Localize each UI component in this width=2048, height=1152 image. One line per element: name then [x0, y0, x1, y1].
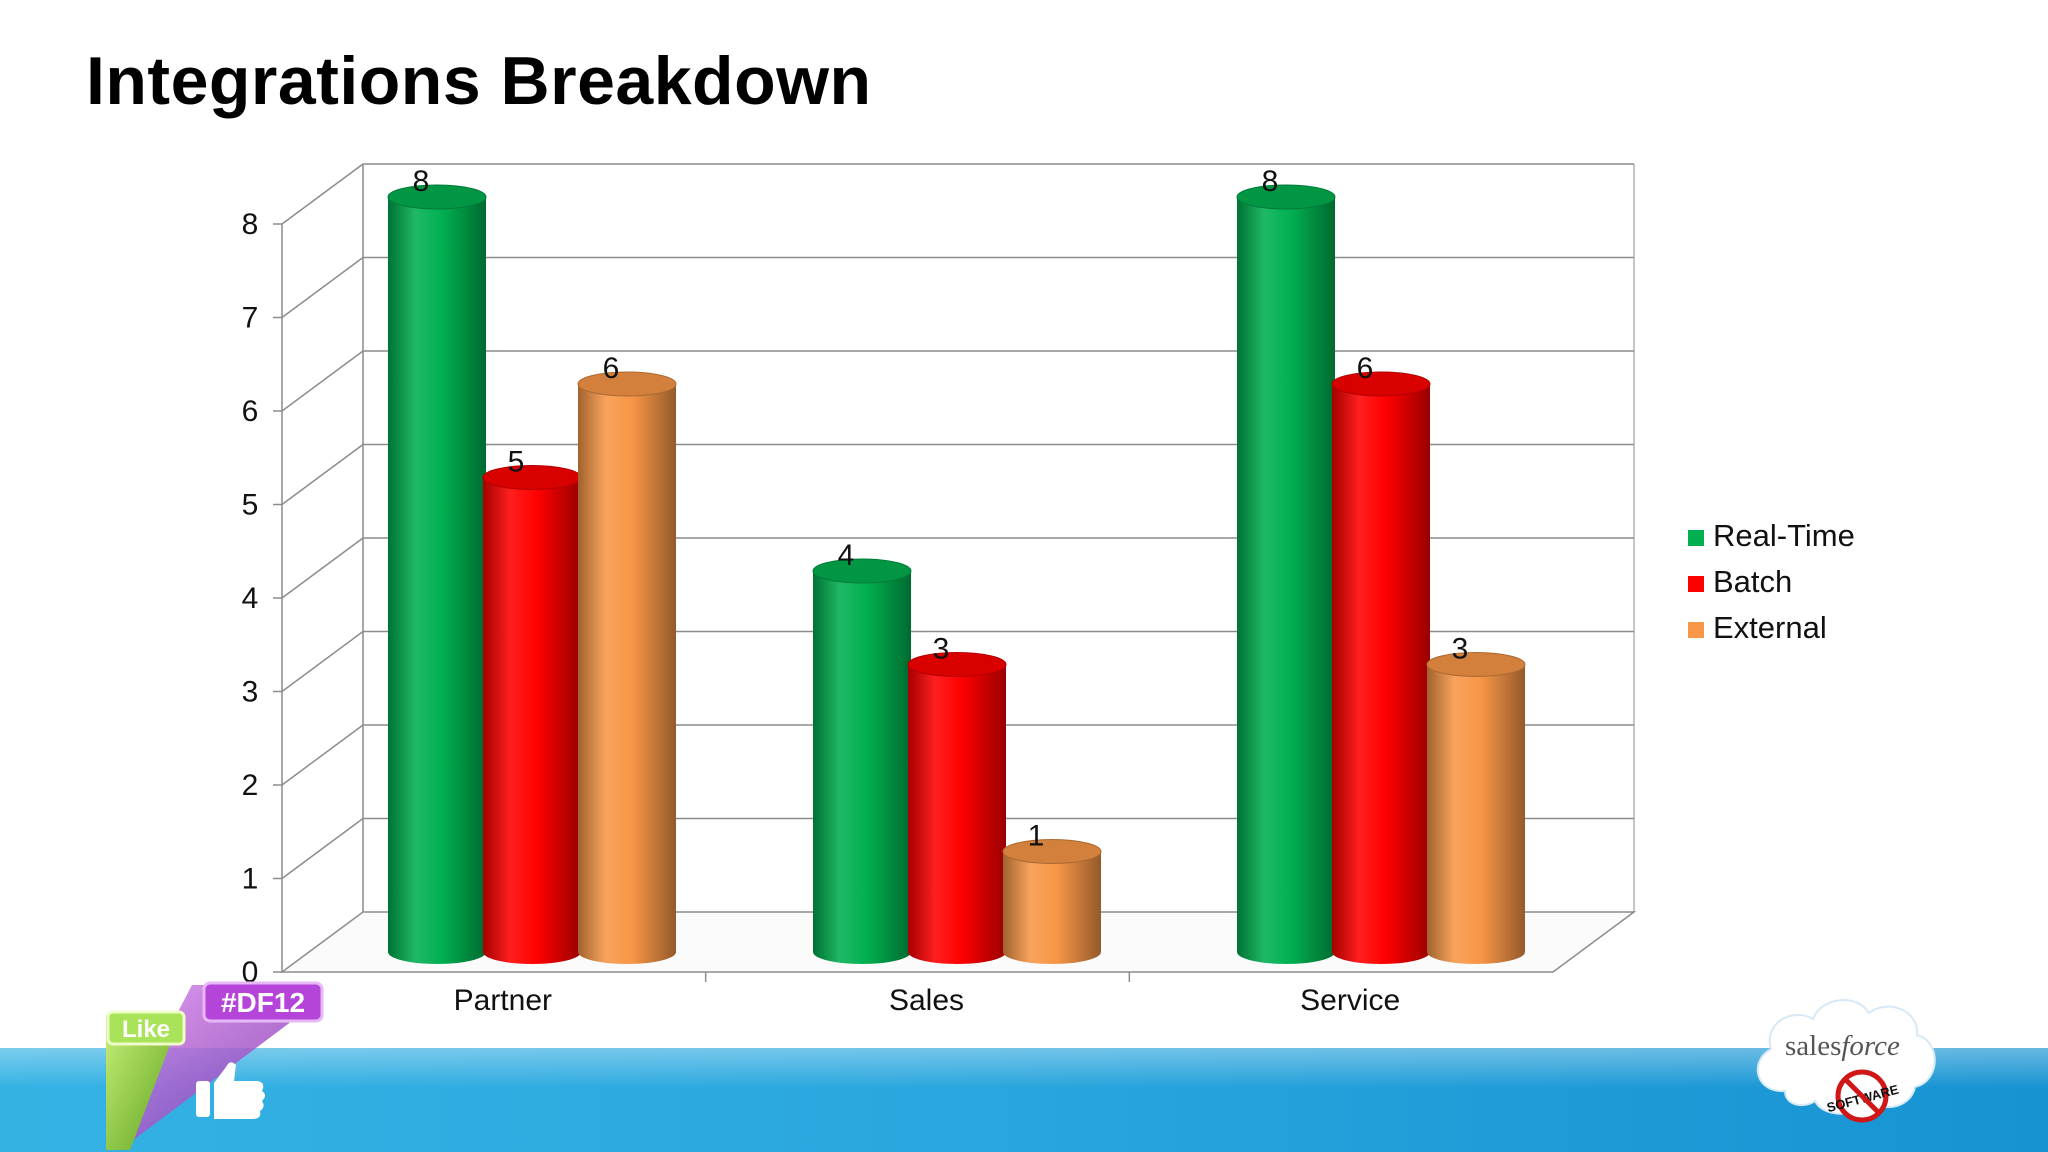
bar-body — [1237, 197, 1335, 964]
y-tick-label: 7 — [242, 302, 259, 335]
salesforce-logo: salesforce SOFTWARE — [1756, 999, 1936, 1123]
y-tick-label: 3 — [242, 676, 259, 709]
bar-body — [813, 571, 911, 964]
bar-body — [1427, 664, 1525, 964]
gridline-diagonal — [281, 537, 364, 599]
bar-top — [1331, 371, 1431, 397]
x-category-label: Partner — [454, 984, 552, 1017]
bar-body — [388, 197, 486, 964]
gridline-diagonal — [281, 817, 364, 880]
bar-top — [482, 465, 582, 490]
legend: Real-Time Batch External — [1688, 518, 1855, 645]
data-label: 3 — [933, 633, 950, 666]
bar — [1002, 839, 1102, 964]
y-tick-label: 4 — [242, 582, 259, 615]
footer-band — [0, 1048, 2048, 1152]
data-label: 1 — [1028, 820, 1045, 853]
bar-top — [1236, 184, 1336, 210]
gridline-diagonal — [281, 630, 364, 693]
bar — [812, 558, 912, 964]
bar-top — [907, 652, 1007, 677]
y-tick-label: 2 — [242, 769, 259, 802]
y-tick-label: 1 — [242, 863, 259, 896]
legend-swatch — [1688, 576, 1704, 592]
gridline-diagonal — [281, 163, 364, 225]
data-label: 8 — [1262, 165, 1279, 198]
bar — [1426, 652, 1526, 964]
y-tick-label: 0 — [242, 956, 259, 989]
legend-label: Real-Time — [1713, 518, 1855, 553]
legend-label: External — [1713, 610, 1827, 645]
bar-top — [1002, 839, 1102, 864]
bar-top — [577, 371, 677, 397]
gridline-diagonal — [281, 350, 364, 412]
y-tick-label: 6 — [242, 395, 259, 428]
hashtag-tab — [202, 981, 324, 1023]
like-label: Like — [122, 1016, 170, 1043]
like-tab — [106, 1010, 186, 1046]
data-label: 5 — [508, 446, 525, 479]
bar-body — [1332, 384, 1430, 964]
x-axis-labels: Partner Sales Service — [454, 984, 1401, 1017]
data-label: 6 — [1357, 352, 1374, 385]
badge-ribbon — [106, 985, 322, 1150]
thumbs-up-icon — [196, 1062, 265, 1119]
y-tick-label: 5 — [242, 489, 259, 522]
legend-swatch — [1688, 622, 1704, 638]
hashtag-label: #DF12 — [221, 987, 305, 1018]
page-title: Integrations Breakdown — [86, 43, 872, 119]
x-category-label: Service — [1300, 984, 1400, 1017]
gridline-diagonal — [281, 443, 364, 506]
svg-text:salesforce: salesforce — [1785, 1030, 1900, 1062]
bar-top — [812, 558, 912, 584]
legend-swatch — [1688, 530, 1704, 546]
bar-body — [578, 384, 676, 964]
bar-top — [1426, 652, 1526, 677]
x-category-label: Sales — [889, 984, 964, 1017]
logo-text-force: force — [1841, 1030, 1900, 1062]
bar-body — [1003, 851, 1101, 964]
data-label: 6 — [603, 352, 620, 385]
y-axis-ticks: 0 1 2 3 4 5 6 7 8 — [242, 208, 282, 989]
bar — [1331, 371, 1431, 964]
bar — [482, 465, 582, 964]
y-tick-label: 8 — [242, 208, 259, 241]
bar — [387, 184, 487, 964]
bar-body — [908, 664, 1006, 964]
logo-text-sales: sales — [1785, 1030, 1841, 1062]
bar-top — [387, 184, 487, 210]
df12-like-badge: #DF12 Like — [106, 981, 324, 1150]
bar — [577, 371, 677, 964]
data-label: 3 — [1452, 633, 1469, 666]
data-label: 4 — [838, 539, 855, 572]
bar — [907, 652, 1007, 964]
bars — [387, 184, 1526, 964]
legend-label: Batch — [1713, 564, 1792, 599]
bar-body — [483, 477, 581, 964]
data-label: 8 — [413, 165, 430, 198]
gridline-diagonal — [281, 256, 364, 319]
gridline-diagonal — [281, 724, 364, 786]
bar — [1236, 184, 1336, 964]
logo-cloud — [1756, 999, 1936, 1115]
value-labels: 8 5 6 4 3 1 8 6 3 — [413, 165, 1469, 853]
badge-ribbon-green — [106, 1015, 178, 1150]
